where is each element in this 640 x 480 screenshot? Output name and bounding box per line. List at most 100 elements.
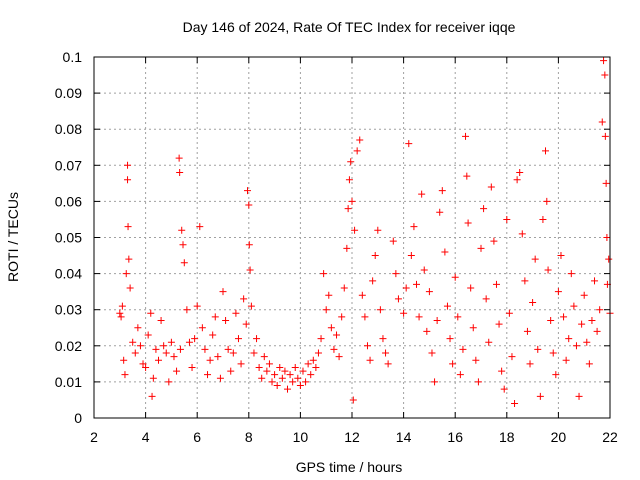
data-point-marker [456, 371, 464, 379]
y-tick-label: 0.07 [55, 157, 82, 173]
data-point-marker [400, 309, 408, 317]
data-point-marker [265, 360, 273, 368]
data-point-marker [526, 360, 534, 368]
data-point-marker [348, 197, 356, 205]
data-point-marker [462, 132, 470, 140]
data-point-marker [204, 371, 212, 379]
y-tick-label: 0.03 [55, 302, 82, 318]
data-point-marker [598, 118, 606, 126]
data-point-marker [565, 335, 573, 343]
data-point-marker [222, 317, 230, 325]
data-point-marker [557, 252, 565, 260]
data-point-marker [268, 378, 276, 386]
data-point-marker [539, 215, 547, 223]
data-point-marker [518, 230, 526, 238]
x-tick-label: 4 [142, 429, 150, 445]
data-point-marker [173, 367, 181, 375]
data-point-marker [601, 71, 609, 79]
data-point-marker [176, 169, 184, 177]
data-point-marker [304, 360, 312, 368]
data-point-marker [193, 302, 201, 310]
data-point-marker [148, 392, 156, 400]
data-point-marker [523, 327, 531, 335]
data-point-marker [246, 266, 254, 274]
data-point-marker [500, 385, 508, 393]
data-point-marker [433, 317, 441, 325]
data-point-marker [363, 342, 371, 350]
data-point-marker [120, 356, 128, 364]
data-point-marker [247, 302, 255, 310]
data-point-marker [405, 140, 413, 148]
data-point-marker [129, 338, 137, 346]
data-point-marker [289, 378, 297, 386]
data-point-marker [344, 205, 352, 213]
data-point-marker [492, 280, 500, 288]
data-point-marker [534, 345, 542, 353]
data-point-marker [242, 320, 250, 328]
data-point-marker [347, 158, 355, 166]
data-point-marker [307, 371, 315, 379]
data-point-marker [446, 335, 454, 343]
data-point-marker [327, 324, 335, 332]
data-point-marker [443, 302, 451, 310]
data-point-marker [209, 331, 217, 339]
data-point-marker [139, 360, 147, 368]
data-point-marker [152, 345, 160, 353]
data-point-marker [211, 313, 219, 321]
data-point-marker [188, 363, 196, 371]
data-point-marker [244, 187, 252, 195]
data-point-marker [575, 392, 583, 400]
data-point-marker [179, 241, 187, 249]
data-point-marker [389, 237, 397, 245]
data-point-marker [596, 306, 604, 314]
data-point-marker [278, 374, 286, 382]
data-point-marker [549, 349, 557, 357]
data-point-marker [431, 378, 439, 386]
data-point-marker [227, 367, 235, 375]
data-point-marker [407, 252, 415, 260]
data-point-marker [394, 295, 402, 303]
data-point-marker [418, 190, 426, 198]
data-point-marker [294, 374, 302, 382]
data-point-marker [503, 215, 511, 223]
data-point-marker [263, 367, 271, 375]
y-tick-label: 0.05 [55, 230, 82, 246]
data-point-marker [369, 277, 377, 285]
y-tick-label: 0.09 [55, 85, 82, 101]
y-tick-label: 0.1 [63, 49, 83, 65]
data-points [116, 57, 614, 408]
data-point-marker [376, 306, 384, 314]
data-point-marker [413, 280, 420, 288]
data-point-marker [531, 255, 539, 263]
data-point-marker [371, 252, 379, 260]
x-tick-label: 18 [499, 429, 515, 445]
data-point-marker [320, 270, 328, 278]
data-point-marker [299, 367, 307, 375]
data-point-marker [134, 324, 142, 332]
data-point-marker [521, 277, 529, 285]
data-point-marker [402, 284, 410, 292]
data-point-marker [245, 241, 253, 249]
data-point-marker [591, 277, 599, 285]
data-point-marker [423, 327, 431, 335]
data-point-marker [498, 367, 506, 375]
data-point-marker [237, 360, 245, 368]
data-point-marker [543, 197, 551, 205]
plot-frame [93, 56, 611, 419]
data-point-marker [374, 226, 382, 234]
data-point-marker [464, 219, 472, 227]
data-point-marker [214, 353, 222, 361]
data-point-marker [603, 234, 611, 241]
y-axis-title: ROTI / TECUs [5, 192, 21, 282]
data-point-marker [124, 176, 132, 184]
data-point-marker [147, 309, 155, 317]
data-point-marker [441, 248, 449, 256]
data-point-marker [126, 284, 134, 292]
data-point-marker [271, 371, 279, 379]
data-point-marker [170, 353, 178, 361]
data-point-marker [234, 335, 242, 343]
data-point-marker [356, 136, 364, 144]
data-point-marker [185, 338, 193, 346]
data-point-marker [291, 363, 299, 371]
data-point-marker [196, 223, 204, 231]
